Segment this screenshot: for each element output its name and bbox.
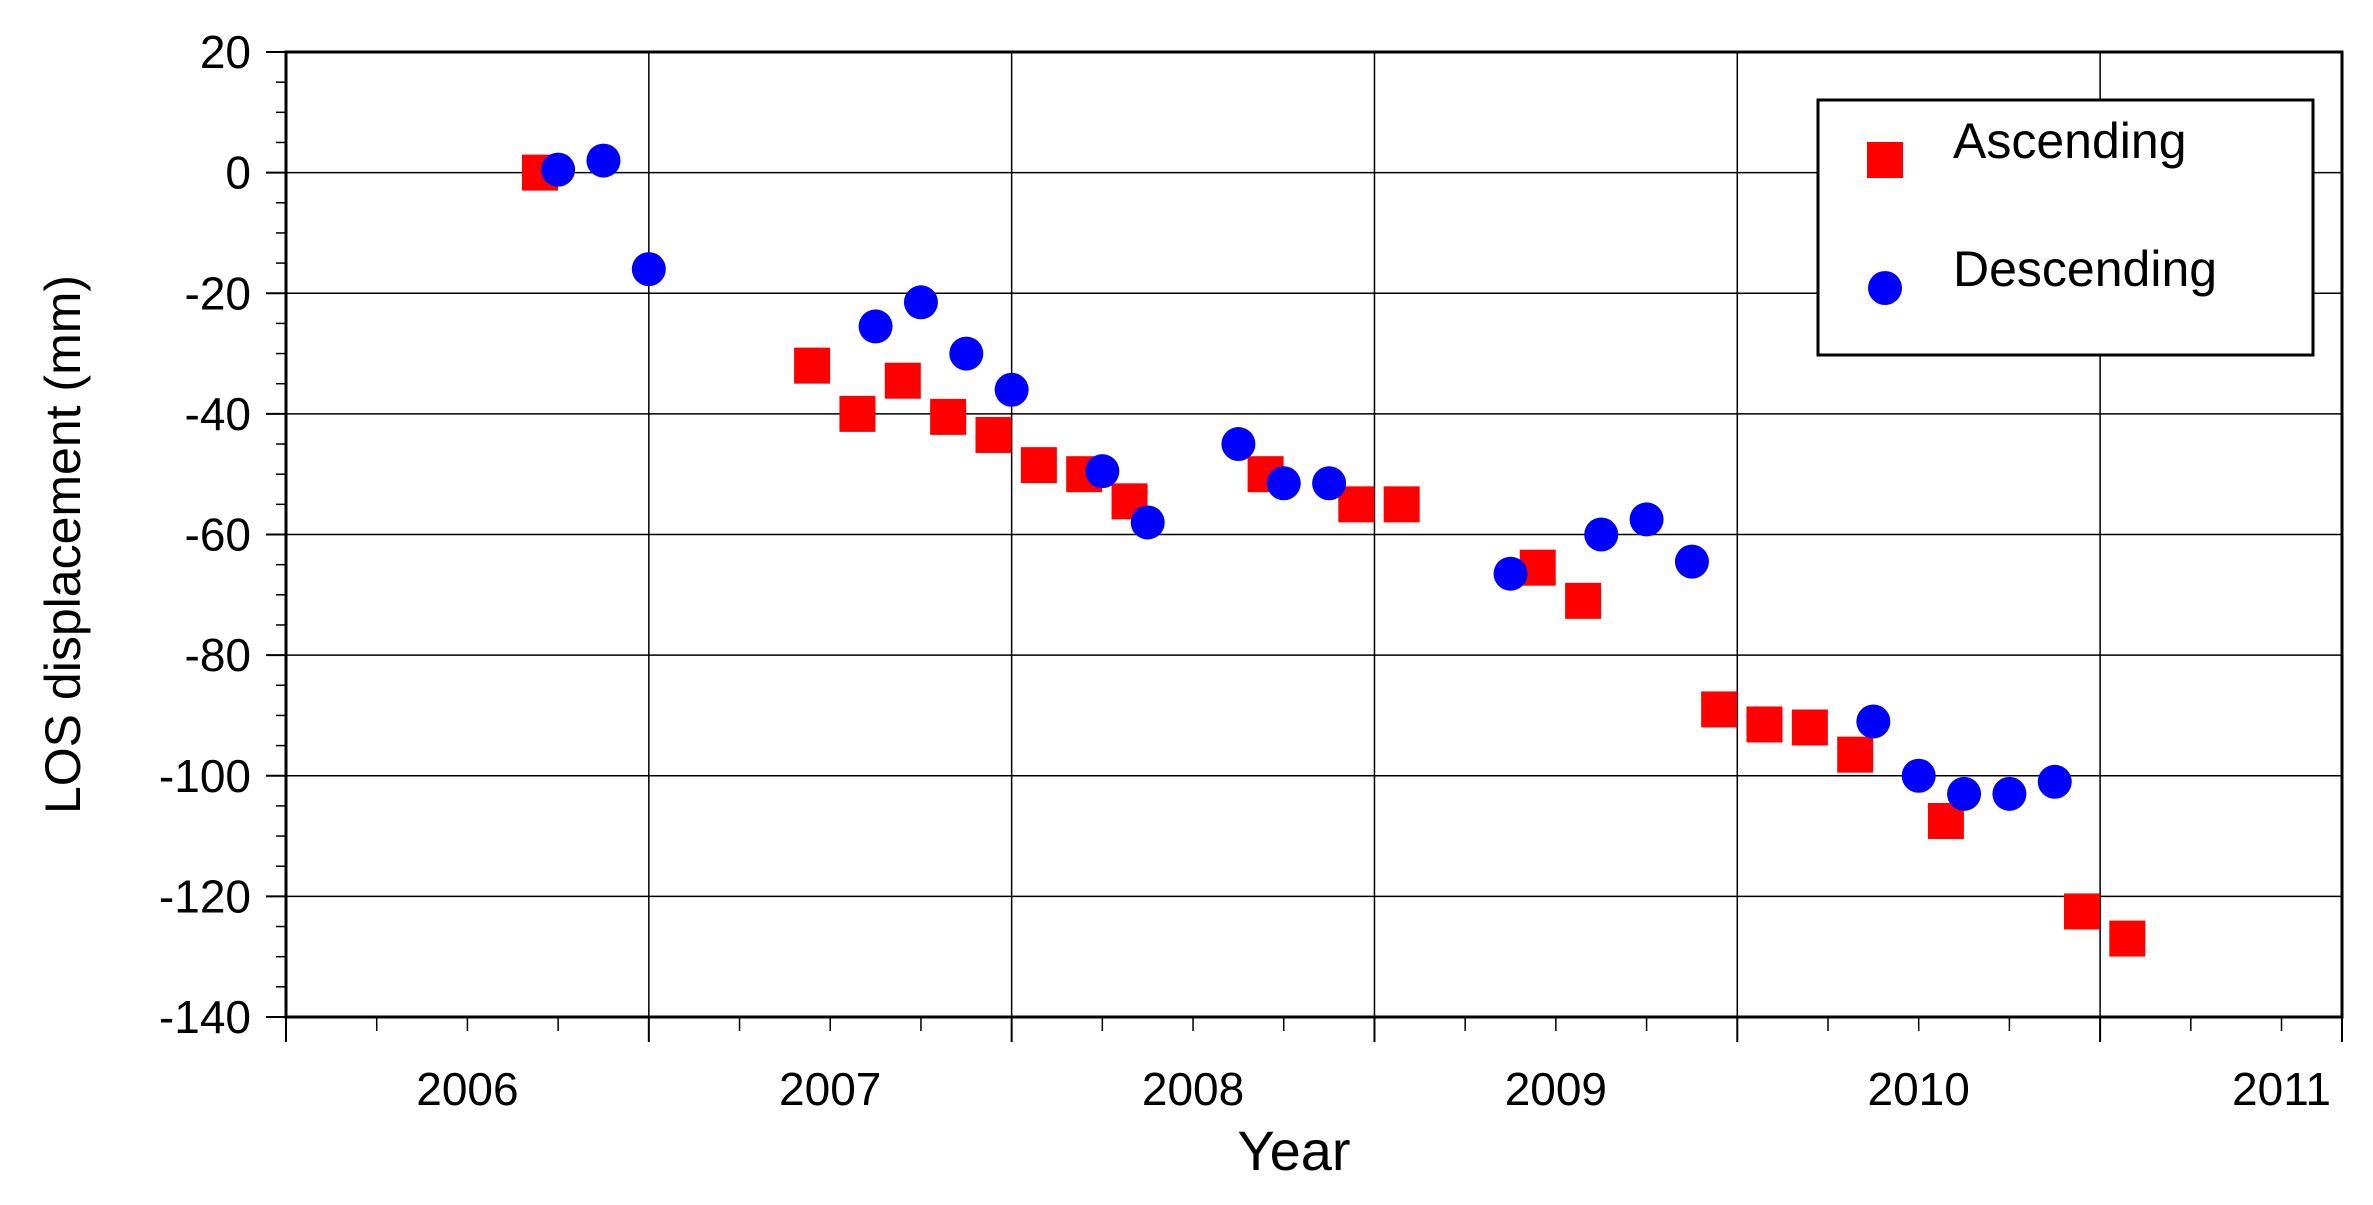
ascending-point	[1565, 582, 1602, 619]
descending-point	[586, 143, 621, 178]
descending-point	[1674, 544, 1709, 579]
ascending-point	[1338, 486, 1375, 523]
descending-point	[1312, 466, 1347, 501]
descending-point	[1901, 758, 1936, 793]
y-tick-label: 20	[200, 26, 251, 78]
ascending-point	[1701, 691, 1738, 728]
x-tick-label: 2007	[779, 1063, 881, 1115]
y-tick-label: -140	[159, 991, 251, 1043]
ascending-point	[1837, 736, 1874, 773]
legend-circle-marker	[1868, 271, 1902, 305]
x-tick-label: 2010	[1868, 1063, 1970, 1115]
descending-point	[1493, 556, 1528, 591]
descending-point	[949, 336, 984, 371]
descending-point	[1992, 776, 2027, 811]
ascending-point	[930, 398, 967, 435]
descending-point	[1947, 776, 1982, 811]
descending-point	[1856, 704, 1891, 739]
y-tick-label: 0	[225, 147, 251, 199]
labels-layer: 20 0 -20 -40 -60 -80 -100 -120 -140 2006 2007 2008 2…	[35, 26, 2331, 1182]
y-tick-label: -40	[185, 388, 251, 440]
y-tick-label: -20	[185, 267, 251, 319]
ticks-layer	[266, 51, 2343, 1042]
descending-point	[903, 285, 938, 320]
descending-point	[1130, 505, 1165, 540]
x-tick-label: 2011	[2232, 1063, 2331, 1115]
descending-point	[1629, 502, 1664, 537]
y-tick-label: -80	[185, 629, 251, 681]
plot-frame	[284, 50, 2344, 1019]
descending-point	[994, 372, 1029, 407]
legend-label: Ascending	[1953, 113, 2187, 169]
descending-point	[541, 152, 576, 187]
marks-layer	[521, 143, 2146, 957]
x-tick-label: 2008	[1142, 1063, 1244, 1115]
y-tick-label: -60	[185, 509, 251, 561]
descending-point	[2037, 764, 2072, 799]
ascending-point	[1020, 447, 1057, 484]
legend-square-marker	[1867, 142, 1903, 178]
x-axis-label: Year	[1237, 1119, 1350, 1182]
descending-point	[1266, 466, 1301, 501]
ascending-point	[1746, 706, 1783, 743]
ascending-point	[794, 347, 831, 384]
legend: Ascending Descending	[1816, 98, 2315, 357]
descending-point	[631, 252, 666, 287]
y-tick-label: -120	[159, 870, 251, 922]
ascending-point	[975, 416, 1012, 453]
x-tick-label: 2009	[1505, 1063, 1607, 1115]
descending-point	[1584, 517, 1619, 552]
descending-point	[1085, 454, 1120, 489]
descending-point	[1221, 427, 1256, 462]
y-tick-label: -100	[159, 750, 251, 802]
ascending-point	[839, 395, 876, 432]
legend-label: Descending	[1953, 241, 2217, 297]
y-axis-label: LOS displacement (mm)	[35, 275, 91, 814]
ascending-point	[2109, 920, 2146, 957]
ascending-point	[2063, 893, 2100, 930]
ascending-point	[1383, 486, 1420, 523]
ascending-point	[884, 362, 921, 399]
ascending-point	[1791, 709, 1828, 746]
x-tick-label: 2006	[416, 1063, 518, 1115]
descending-point	[858, 309, 893, 344]
